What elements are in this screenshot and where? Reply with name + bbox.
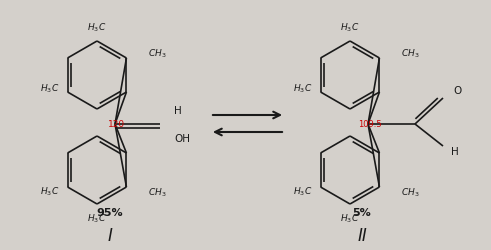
- Text: $H_3C$: $H_3C$: [340, 22, 359, 34]
- Text: 109.5: 109.5: [358, 120, 382, 129]
- Text: 95%: 95%: [97, 207, 123, 217]
- Text: OH: OH: [174, 134, 190, 143]
- Text: $H_3C$: $H_3C$: [87, 212, 107, 224]
- Text: $H_3C$: $H_3C$: [40, 185, 59, 198]
- Text: $CH_3$: $CH_3$: [402, 48, 420, 60]
- Text: $H_3C$: $H_3C$: [87, 22, 107, 34]
- Text: $CH_3$: $CH_3$: [148, 186, 167, 198]
- Text: $H_3C$: $H_3C$: [340, 212, 359, 224]
- Text: $H_3C$: $H_3C$: [293, 82, 313, 95]
- Text: I: I: [108, 226, 112, 244]
- Text: 5%: 5%: [353, 207, 371, 217]
- Text: $H_3C$: $H_3C$: [40, 82, 59, 95]
- Text: O: O: [453, 86, 461, 96]
- Text: $H_3C$: $H_3C$: [293, 185, 313, 198]
- Text: H: H: [174, 106, 182, 116]
- Text: II: II: [357, 226, 367, 244]
- Text: 120: 120: [109, 120, 126, 129]
- Text: $CH_3$: $CH_3$: [402, 186, 420, 198]
- Text: H: H: [451, 146, 459, 156]
- Text: $CH_3$: $CH_3$: [148, 48, 167, 60]
